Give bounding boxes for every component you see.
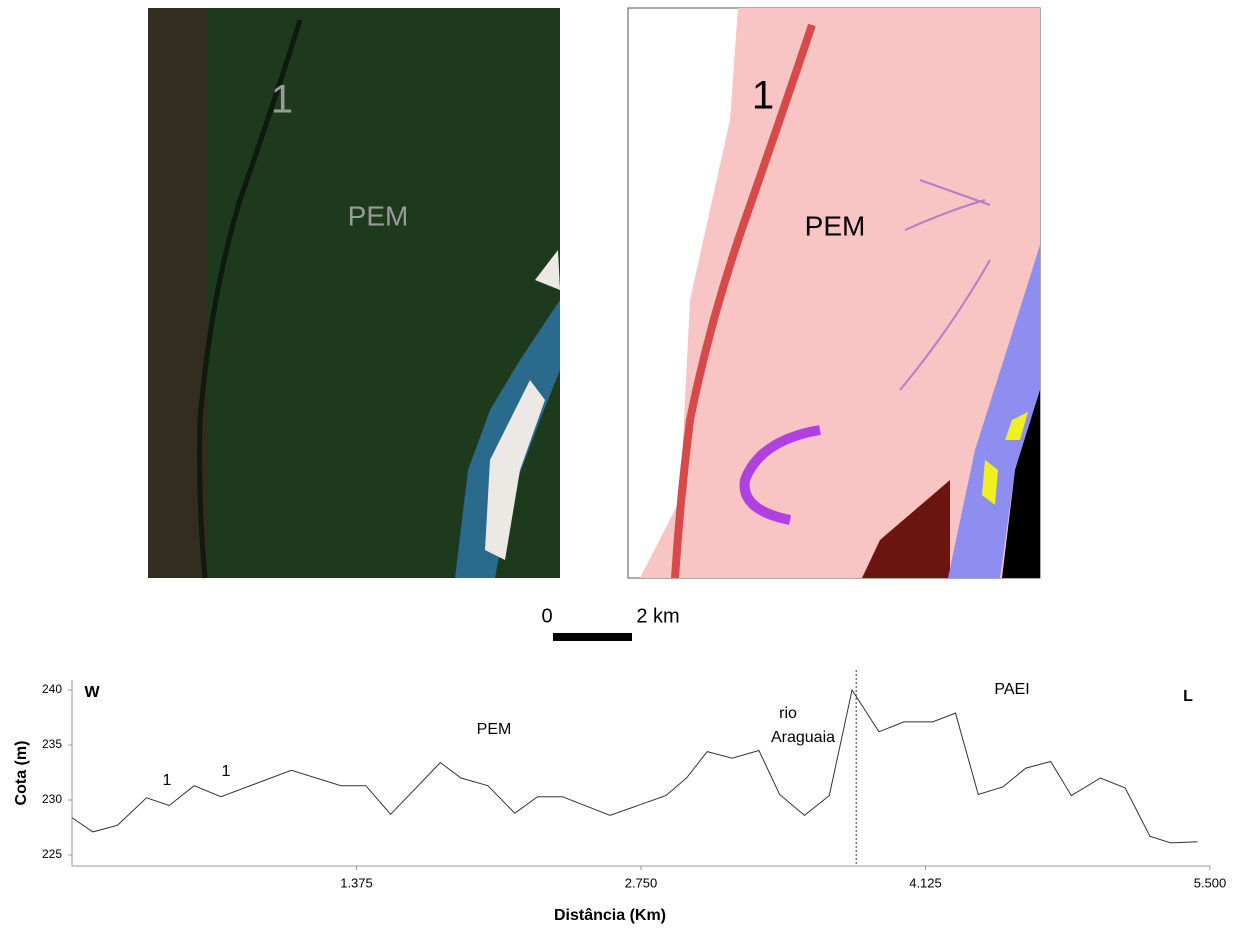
annotation: 1 [222, 763, 231, 780]
x-axis-label: Distância (Km) [554, 907, 666, 924]
x-tick-label: 4.125 [909, 875, 942, 890]
y-tick-label: 235 [42, 737, 62, 751]
map-label: 1 [271, 78, 293, 122]
satellite-map: 1 PEM [148, 8, 560, 578]
map-label: PEM [805, 210, 866, 241]
annotation: Araguaia [771, 729, 835, 746]
x-tick-label: 2.750 [625, 875, 658, 890]
figure: 1 PEM 1 PEM 0 2 km Distância (Km) Cota (… [0, 0, 1240, 931]
annotation: W [84, 684, 100, 701]
annotation: rio [779, 705, 797, 722]
annotation: PEM [477, 721, 512, 738]
x-tick-label: 5.500 [1194, 875, 1227, 890]
scale-end: 2 km [636, 605, 679, 627]
map-label: 1 [752, 74, 774, 118]
geomorphology-map: 1 PEM [628, 8, 1040, 578]
scale-start: 0 [541, 605, 552, 627]
x-tick-label: 1.375 [340, 875, 373, 890]
profile-chart: Distância (Km) Cota (m) W L PEM rio Arag… [13, 670, 1226, 924]
profile-line [72, 690, 1198, 843]
annotation: 1 [163, 772, 172, 789]
annotation: L [1183, 688, 1193, 705]
y-tick-label: 225 [42, 847, 62, 861]
y-axis-label: Cota (m) [13, 741, 30, 806]
y-tick-label: 230 [42, 792, 62, 806]
scale-bar [553, 633, 632, 641]
map-label: PEM [348, 200, 409, 231]
y-tick-label: 240 [42, 682, 62, 696]
annotation: PAEI [994, 681, 1029, 698]
